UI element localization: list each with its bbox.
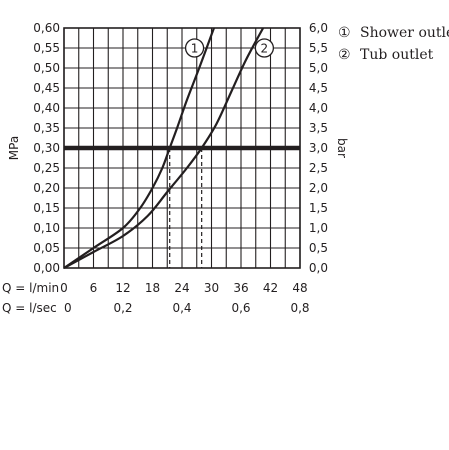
curve-badge-2 xyxy=(254,38,275,58)
x-tick-lmin: 36 xyxy=(233,281,248,295)
y-tick-left: 0,15 xyxy=(33,201,60,215)
chart-ticks: 0,000,050,100,150,200,250,300,350,400,45… xyxy=(33,21,328,315)
x-tick-lsec: 0,4 xyxy=(172,301,191,315)
y-tick-right: 1,5 xyxy=(309,201,328,215)
y-tick-right: 3,5 xyxy=(309,121,328,135)
y-tick-left: 0,60 xyxy=(33,21,60,35)
y-tick-right: 5,5 xyxy=(309,41,328,55)
y-tick-left: 0,05 xyxy=(33,241,60,255)
x-tick-lmin: 6 xyxy=(90,281,98,295)
x-tick-lsec: 0 xyxy=(64,301,72,315)
y-tick-right: 4,0 xyxy=(309,101,328,115)
y-tick-right: 5,0 xyxy=(309,61,328,75)
legend-label: Shower outlet xyxy=(360,25,449,41)
x-tick-lmin: 0 xyxy=(60,281,68,295)
x-axis-label-lsec: Q = l/sec xyxy=(2,301,57,315)
x-tick-lmin: 18 xyxy=(145,281,160,295)
curve-badge-label-1: 1 xyxy=(191,42,199,56)
y-tick-left: 0,35 xyxy=(33,121,60,135)
curve-series-1 xyxy=(63,27,215,269)
y-axis-label-left: MPa xyxy=(7,136,21,160)
y-tick-right: 3,0 xyxy=(309,141,328,155)
legend-marker: ② xyxy=(338,47,351,63)
x-tick-lmin: 30 xyxy=(204,281,219,295)
x-tick-lsec: 0,2 xyxy=(113,301,132,315)
y-tick-right: 2,5 xyxy=(309,161,328,175)
y-tick-right: 2,0 xyxy=(309,181,328,195)
curve-series-2 xyxy=(63,27,265,269)
legend-label: Tub outlet xyxy=(360,47,434,63)
y-tick-right: 1,0 xyxy=(309,221,328,235)
chart-axis-labels: Q = l/min Q = l/sec MPa bar xyxy=(2,136,349,315)
x-tick-lmin: 42 xyxy=(263,281,278,295)
y-tick-left: 0,50 xyxy=(33,61,60,75)
y-tick-right: 0,0 xyxy=(309,261,328,275)
y-tick-right: 6,0 xyxy=(309,21,328,35)
y-tick-left: 0,45 xyxy=(33,81,60,95)
x-tick-lmin: 24 xyxy=(174,281,189,295)
y-tick-right: 0,5 xyxy=(309,241,328,255)
y-tick-left: 0,00 xyxy=(33,261,60,275)
legend-marker: ① xyxy=(338,25,351,41)
chart-legend: ① Shower outlet ② Tub outlet xyxy=(338,25,449,63)
x-axis-label-lmin: Q = l/min xyxy=(2,281,59,295)
x-tick-lmin: 48 xyxy=(292,281,307,295)
y-tick-left: 0,30 xyxy=(33,141,60,155)
y-tick-left: 0,25 xyxy=(33,161,60,175)
x-tick-lsec: 0,8 xyxy=(290,301,309,315)
y-tick-left: 0,55 xyxy=(33,41,60,55)
y-tick-left: 0,10 xyxy=(33,221,60,235)
y-tick-left: 0,20 xyxy=(33,181,60,195)
y-tick-right: 4,5 xyxy=(309,81,328,95)
x-tick-lsec: 0,6 xyxy=(231,301,250,315)
x-tick-lmin: 12 xyxy=(115,281,130,295)
curve-badge-1 xyxy=(184,38,205,58)
y-axis-label-right: bar xyxy=(335,138,349,158)
curve-badge-label-2: 2 xyxy=(261,42,269,56)
y-tick-left: 0,40 xyxy=(33,101,60,115)
